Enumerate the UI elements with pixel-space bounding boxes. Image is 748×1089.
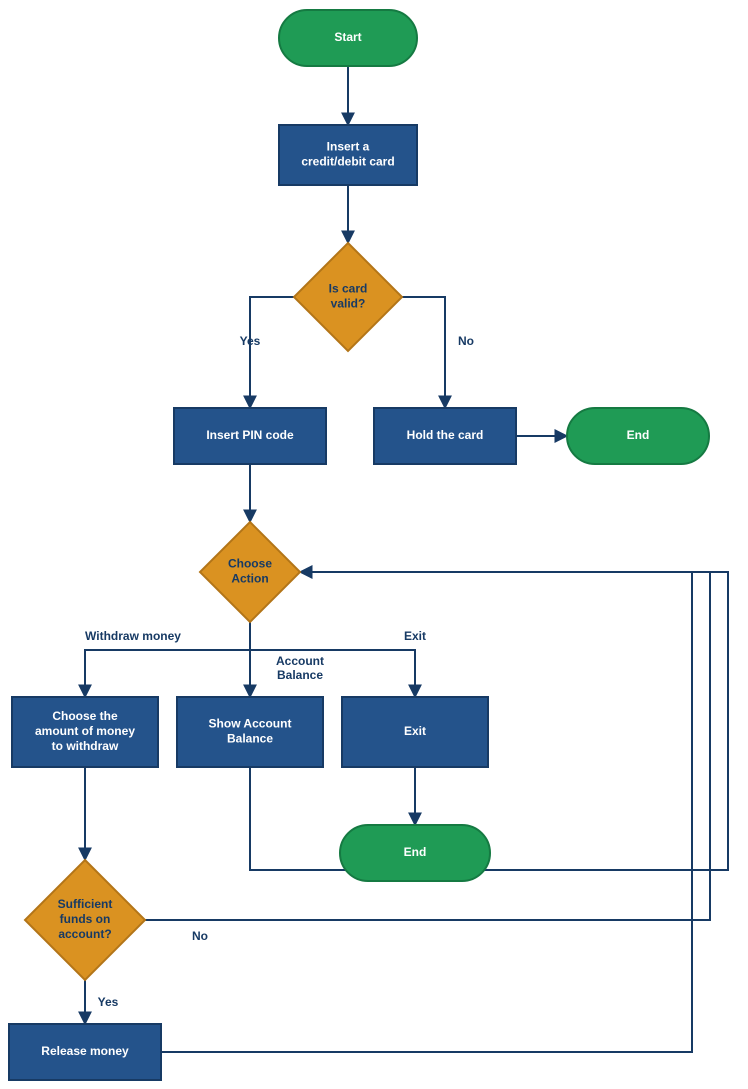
edge-label-e4: No — [458, 334, 474, 348]
node-funds: Sufficientfunds onaccount? — [25, 860, 145, 980]
edge-label-e7: Withdraw money — [85, 629, 181, 643]
node-text-choose_amount-0: Choose the — [52, 709, 118, 723]
node-text-exit-0: Exit — [404, 724, 426, 738]
edge-e15 — [161, 572, 692, 1052]
node-text-card_valid-0: Is card — [329, 282, 368, 296]
edge-e3 — [250, 297, 294, 408]
node-text-insert_card-0: Insert a — [327, 140, 370, 154]
node-text-choose_action-1: Action — [231, 572, 268, 586]
edge-label-e8-0: Account — [276, 654, 324, 668]
node-text-funds-0: Sufficient — [58, 897, 113, 911]
node-start: Start — [279, 10, 417, 66]
node-end_top: End — [567, 408, 709, 464]
node-text-insert_pin-0: Insert PIN code — [206, 428, 294, 442]
node-text-funds-2: account? — [58, 927, 111, 941]
node-text-end_mid-0: End — [404, 845, 427, 859]
edge-label-e3: Yes — [240, 334, 261, 348]
node-text-insert_card-1: credit/debit card — [301, 155, 394, 169]
edge-label-e12: Yes — [98, 995, 119, 1009]
node-text-funds-1: funds on — [60, 912, 111, 926]
node-text-show_balance-0: Show Account — [209, 717, 292, 731]
node-card_valid: Is cardvalid? — [294, 243, 402, 351]
node-text-choose_action-0: Choose — [228, 557, 272, 571]
node-insert_pin: Insert PIN code — [174, 408, 326, 464]
node-choose_amount: Choose theamount of moneyto withdraw — [12, 697, 158, 767]
edge-e4 — [402, 297, 445, 408]
edge-label-e9: Exit — [404, 629, 426, 643]
edge-label-e8-1: Balance — [277, 668, 323, 682]
flowchart-canvas: YesNoWithdraw moneyAccountBalanceExitYes… — [0, 0, 748, 1089]
node-show_balance: Show AccountBalance — [177, 697, 323, 767]
node-text-end_top-0: End — [627, 428, 650, 442]
node-choose_action: ChooseAction — [200, 522, 300, 622]
node-insert_card: Insert acredit/debit card — [279, 125, 417, 185]
edge-label-e14: No — [192, 929, 208, 943]
node-hold_card: Hold the card — [374, 408, 516, 464]
node-text-show_balance-1: Balance — [227, 732, 273, 746]
node-end_mid: End — [340, 825, 490, 881]
node-text-release-0: Release money — [41, 1044, 129, 1058]
node-text-hold_card-0: Hold the card — [407, 428, 484, 442]
node-text-choose_amount-1: amount of money — [35, 724, 135, 738]
node-text-card_valid-1: valid? — [331, 297, 366, 311]
node-release: Release money — [9, 1024, 161, 1080]
edges-layer: YesNoWithdraw moneyAccountBalanceExitYes… — [85, 66, 728, 1052]
edge-e9 — [250, 622, 415, 697]
node-text-start-0: Start — [334, 30, 361, 44]
node-text-choose_amount-2: to withdraw — [52, 739, 119, 753]
node-exit: Exit — [342, 697, 488, 767]
